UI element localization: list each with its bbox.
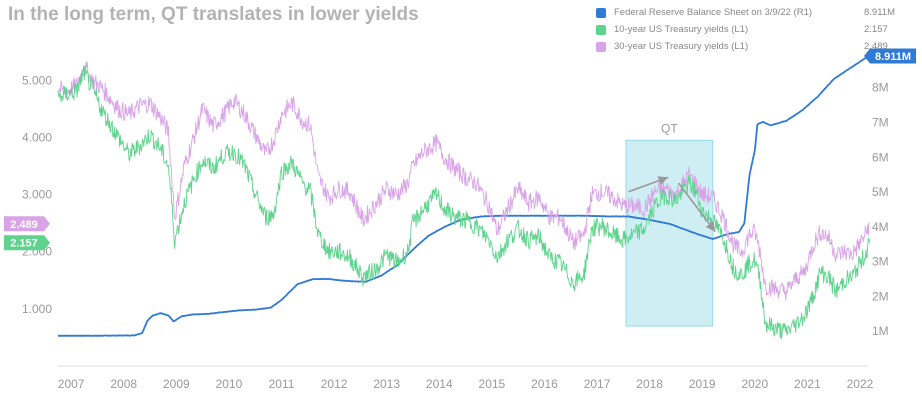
legend-item-10y-yield[interactable]: 10-year US Treasury yields (L1) 2.157	[596, 21, 916, 38]
legend-swatch-30y-yield	[596, 41, 606, 52]
x-tick-label: 2009	[163, 377, 190, 391]
series-line-2	[57, 61, 870, 301]
legend-value: 2.157	[864, 24, 888, 35]
y-left-tick-label: 3.000	[22, 188, 52, 202]
axis-layer: 2007 2008 2009 2010 2011 2012 2013 2014 2015 2016…	[22, 73, 889, 391]
x-tick-label: 2015	[479, 377, 506, 391]
x-tick-label: 2020	[741, 377, 768, 391]
y-left-tick-label: 4.000	[22, 130, 52, 144]
y-left-tick-label: 5.000	[22, 73, 52, 87]
balance-sheet-value-tag-text: 8.911M	[875, 51, 911, 63]
legend-value: 8.911M	[864, 7, 895, 18]
x-tick-label: 2010	[216, 377, 243, 391]
balance-sheet-value-tag: 8.911M	[864, 48, 916, 64]
x-tick-label: 2011	[269, 377, 295, 391]
y-right-tick-label: 3M	[872, 255, 889, 269]
x-tick-label: 2013	[373, 377, 400, 391]
legend-label: 30-year US Treasury yields (L1)	[614, 41, 749, 52]
legend-label: Federal Reserve Balance Sheet on 3/9/22 …	[614, 7, 813, 18]
y-right-tick-label: 6M	[872, 150, 889, 164]
x-tick-label: 2018	[636, 377, 663, 391]
x-tick-label: 2012	[321, 377, 348, 391]
legend-item-balance-sheet[interactable]: Federal Reserve Balance Sheet on 3/9/22 …	[596, 4, 916, 21]
x-tick-label: 2014	[426, 377, 453, 391]
qt-shaded-region	[625, 139, 714, 327]
legend-swatch-10y-yield	[596, 24, 606, 35]
y-right-tick-label: 5M	[872, 185, 889, 199]
y-right-tick-label: 8M	[872, 81, 889, 95]
y-right-tick-label: 2M	[872, 289, 889, 303]
10y-yield-value-tag-text: 2.157	[10, 238, 38, 250]
legend-swatch-balance-sheet	[596, 7, 606, 18]
series-line-1	[57, 65, 870, 340]
x-tick-label: 2007	[58, 377, 85, 391]
y-right-tick-label: 4M	[872, 220, 889, 234]
x-tick-label: 2017	[584, 377, 611, 391]
x-tick-label: 2016	[531, 377, 558, 391]
trend-arrow-2	[677, 182, 717, 233]
qt-label: QT	[661, 121, 678, 135]
chart-title: In the long term, QT translates in lower…	[8, 4, 419, 25]
y-right-tick-label: 1M	[872, 324, 889, 338]
trend-arrow-1	[628, 176, 669, 193]
y-left-tick-label: 1.000	[22, 302, 52, 316]
30y-yield-value-tag: 2.489	[4, 216, 50, 232]
x-tick-label: 2008	[110, 377, 137, 391]
legend: Federal Reserve Balance Sheet on 3/9/22 …	[596, 4, 916, 55]
legend-value: 2.489	[864, 41, 888, 52]
legend-item-30y-yield[interactable]: 30-year US Treasury yields (L1) 2.489	[596, 38, 916, 55]
annotation-layer: QT	[625, 121, 714, 327]
10y-yield-value-tag: 2.157	[4, 235, 50, 251]
y-right-tick-label: 7M	[872, 116, 889, 130]
30y-yield-value-tag-text: 2.489	[10, 219, 38, 231]
x-tick-label: 2022	[847, 377, 874, 391]
x-tick-label: 2021	[794, 377, 821, 391]
tag-layer: 8.911M 2.489 2.157	[4, 48, 916, 251]
x-tick-label: 2019	[689, 377, 716, 391]
series-layer	[57, 55, 870, 340]
legend-label: 10-year US Treasury yields (L1)	[614, 24, 749, 35]
